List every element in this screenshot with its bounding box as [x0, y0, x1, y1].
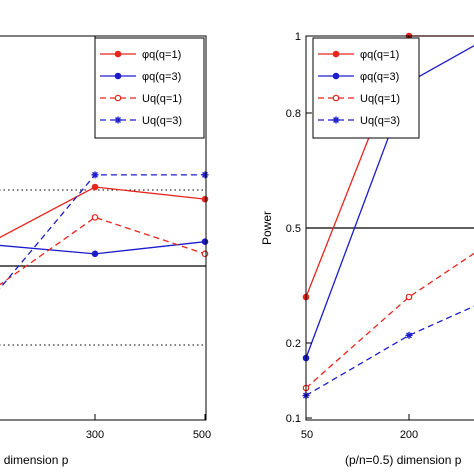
right-legend-marker-uq-q-3: [332, 116, 340, 124]
right-legend-entries: φq(q=1) φq(q=3) Uq(q=1) Uq(q=3): [318, 49, 400, 127]
right-yticks: 0.1 0.2 0.5 0.8 1: [286, 31, 312, 425]
right-legend-marker-uq-q-1: [332, 94, 340, 102]
right-x-axis-label: (p/n=0.5) dimension p: [345, 453, 462, 467]
right-legend-marker-q-q-1: [332, 50, 340, 58]
left-legend-marker-q-q-3: [114, 72, 122, 80]
right-xtick-label-50: 50: [301, 429, 313, 441]
right-point-uq-q-1-1: [405, 293, 413, 301]
right-legend-box: [312, 37, 420, 139]
left-point-q-q-3-2: [201, 238, 209, 245]
left-point-q-q-1-2: [201, 195, 209, 203]
left-xtick-label-300: 300: [86, 429, 104, 441]
right-ytick-label-1: 1: [295, 31, 301, 43]
left-legend-marker-uq-q-1: [114, 94, 122, 102]
left-axes-frame: [0, 35, 207, 421]
left-legend-label-q-q-3: φq(q=3): [142, 71, 181, 83]
left-point-uq-q-3-2: [201, 171, 209, 179]
left-legend-entries: φq(q=1) φq(q=3) Uq(q=1) Uq(q=3): [100, 49, 182, 127]
right-legend-label-q-q-3: φq(q=3): [360, 71, 399, 83]
left-x-axis-label: (p/n=0.5) dimension p: [0, 453, 69, 467]
left-xtick-label-500: 500: [193, 429, 211, 441]
left-legend-marker-uq-q-3: [114, 116, 122, 124]
left-chart: 300 500 (p/n=0.5) dimension p φq(q=1)φq(…: [0, 35, 211, 467]
left-legend-label-uq-q-3: Uq(q=3): [142, 115, 182, 127]
right-series-line-uq-q-1: [305, 252, 474, 389]
left-point-q-q-3-1: [91, 250, 99, 258]
right-legend-marker-q-q-3: [332, 72, 340, 80]
right-xtick-label-200: 200: [400, 429, 418, 441]
left-legend-label-q-q-1: φq(q=1): [142, 49, 181, 61]
right-legend: φq(q=1) φq(q=3) Uq(q=1) Uq(q=3): [312, 37, 420, 139]
right-legend-label-uq-q-3: Uq(q=3): [360, 115, 400, 127]
right-legend-label-q-q-1: φq(q=1): [360, 49, 399, 61]
right-point-uq-q-3-1: [405, 331, 413, 339]
left-legend-box: [94, 37, 205, 139]
left-point-uq-q-1-1: [91, 214, 99, 221]
right-legend-label-uq-q-1: Uq(q=1): [360, 93, 400, 105]
left-legend-label-uq-q-1: Uq(q=1): [142, 93, 182, 105]
left-point-q-q-1-1: [91, 183, 99, 191]
left-point-uq-q-3-1: [91, 171, 99, 179]
right-chart: 0.1 0.2 0.5 0.8 1 50 200 (p/n=0.5) dimension…: [260, 31, 474, 467]
left-legend-marker-q-q-1: [114, 50, 122, 58]
left-legend: φq(q=1) φq(q=3) Uq(q=1) Uq(q=3): [94, 37, 205, 139]
left-series-line-uq-q-1: [0, 216, 206, 286]
right-ytick-label-0-2: 0.2: [286, 338, 301, 350]
left-series-group: [0, 171, 209, 290]
right-ytick-label-0-5: 0.5: [286, 223, 301, 235]
right-ytick-label-0-8: 0.8: [286, 108, 301, 120]
right-ytick-label-0-1: 0.1: [286, 413, 301, 425]
left-point-uq-q-1-2: [201, 250, 209, 258]
right-y-axis-label: Power: [260, 211, 274, 245]
